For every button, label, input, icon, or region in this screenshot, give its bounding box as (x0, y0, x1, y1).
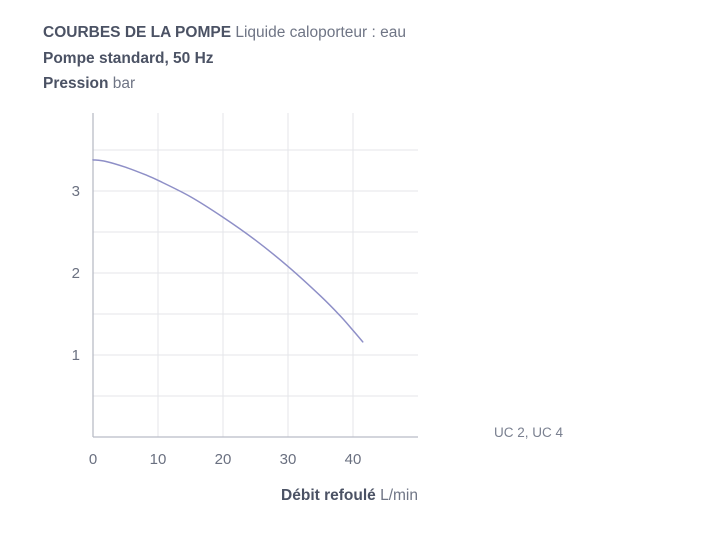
fluid-label: Liquide caloporteur : eau (235, 24, 406, 41)
y-axis-unit: bar (112, 75, 136, 92)
y-axis-title-line: Pression bar (43, 71, 406, 97)
chart-header: COURBES DE LA POMPE Liquide caloporteur … (43, 20, 406, 97)
legend-label: UC 2, UC 4 (494, 425, 564, 440)
x-tick-label: 20 (215, 451, 232, 468)
legend-layer: UC 2, UC 4 (494, 425, 564, 440)
x-axis-unit: L/min (380, 487, 418, 504)
y-tick-label: 3 (72, 183, 80, 200)
y-tick-label: 1 (72, 347, 80, 364)
x-axis-title-line: Débit refoulé L/min (0, 487, 418, 505)
chart-title: COURBES DE LA POMPE (43, 24, 232, 41)
series-layer (92, 159, 364, 343)
x-tick-label: 40 (345, 451, 362, 468)
y-tick-label: 2 (72, 265, 80, 282)
chart-subtitle-line: Pompe standard, 50 Hz (43, 46, 406, 72)
chart-subtitle: Pompe standard, 50 Hz (43, 49, 214, 67)
tick-labels-layer: 0 10 20 30 40 1 2 3 (72, 183, 362, 468)
grid-layer (93, 113, 418, 437)
x-tick-label: 30 (280, 451, 297, 468)
x-tick-label: 0 (89, 451, 97, 468)
x-tick-label: 10 (150, 451, 167, 468)
pump-curve-line (92, 159, 364, 343)
x-axis-title: Débit refoulé (281, 487, 376, 504)
axes-layer (92, 113, 418, 438)
y-axis-title: Pression (43, 75, 109, 92)
chart-title-line: COURBES DE LA POMPE Liquide caloporteur … (43, 20, 406, 46)
